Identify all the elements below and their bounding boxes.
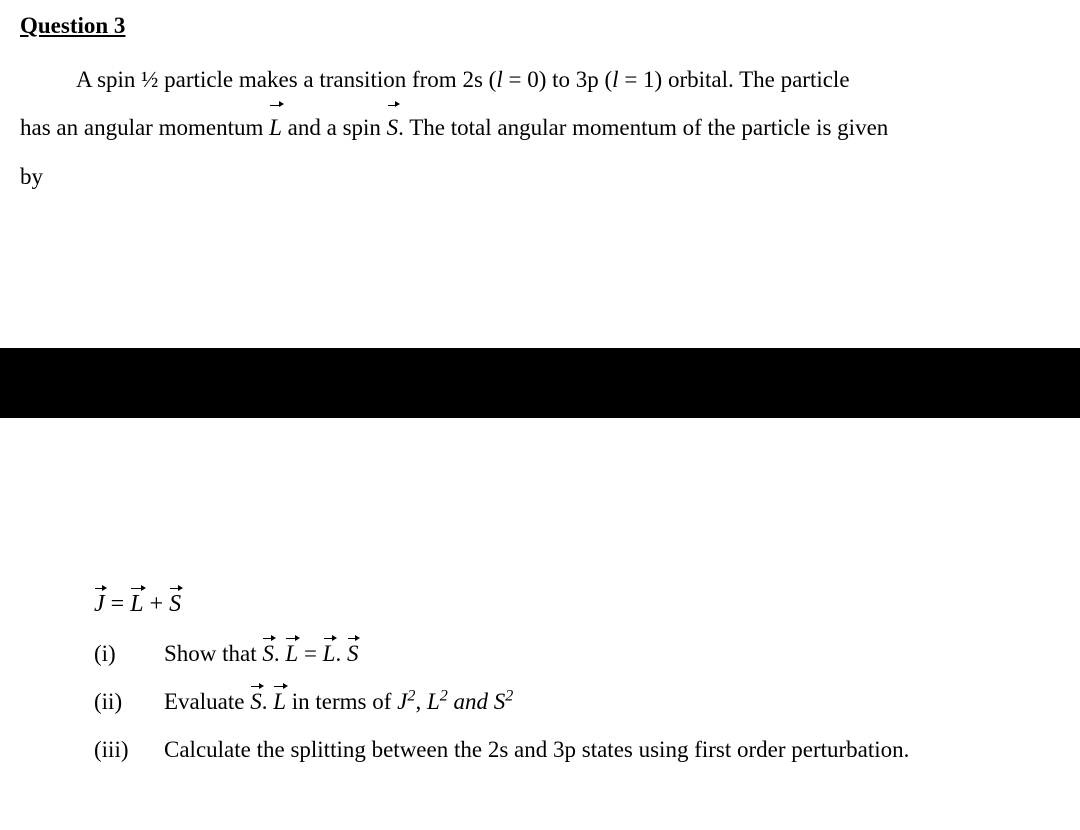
eq: = 1) orbital. The particle (619, 67, 850, 92)
s-squared: S2 (494, 689, 514, 714)
intro-text: . The total angular momentum of the part… (398, 115, 888, 140)
part-ii-text: Evaluate S. L in terms of J2, L2 and S2 (164, 686, 1060, 718)
equation-j-eq-l-plus-s: J = L + S (20, 588, 1060, 622)
vector-L: L (130, 588, 143, 622)
part-i: (i) Show that S. L = L. S (94, 638, 1060, 670)
text: Evaluate (164, 689, 250, 714)
state-2s: 2s (462, 67, 482, 92)
paren: ( (599, 67, 612, 92)
intro-text: has an angular momentum (20, 115, 269, 140)
state-3p: 3p (553, 737, 576, 762)
vector-J: J (94, 588, 105, 622)
vector-S: S (250, 686, 262, 718)
vector-S: S (262, 638, 274, 670)
vector-L: L (273, 686, 286, 718)
part-label-iii: (iii) (94, 734, 164, 766)
vector-L: L (323, 638, 336, 670)
part-ii: (ii) Evaluate S. L in terms of J2, L2 an… (94, 686, 1060, 718)
part-i-text: Show that S. L = L. S (164, 638, 1060, 670)
and-text: and (448, 689, 494, 714)
dot: . (274, 641, 280, 666)
state-2s: 2s (488, 737, 508, 762)
parts-list: (i) Show that S. L = L. S (ii) Evaluate … (20, 638, 1060, 767)
text: Calculate the splitting between the (164, 737, 488, 762)
part-iii: (iii) Calculate the splitting between th… (94, 734, 1060, 766)
intro-line-1: A spin ½ particle makes a transition fro… (20, 56, 1060, 104)
state-3p: 3p (576, 67, 599, 92)
eq-sign: = (105, 591, 131, 617)
question-heading: Question 3 (0, 0, 1080, 42)
vector-S: S (387, 104, 399, 152)
plus-sign: + (144, 591, 170, 617)
comma: , (415, 689, 427, 714)
eq: = (298, 641, 322, 666)
part-iii-text: Calculate the splitting between the 2s a… (164, 734, 1060, 766)
j-squared: J2 (397, 689, 415, 714)
vector-L: L (285, 638, 298, 670)
vector-S: S (169, 588, 181, 622)
part-label-i: (i) (94, 638, 164, 670)
text: and (508, 737, 553, 762)
paren: ( (483, 67, 496, 92)
text: in terms of (286, 689, 397, 714)
dot: . (262, 689, 268, 714)
intro-text: and a spin (282, 115, 387, 140)
redaction-bar (0, 348, 1080, 418)
dot: . (335, 641, 341, 666)
eq: = 0) to (503, 67, 576, 92)
intro-text: A spin ½ particle makes a transition fro… (76, 67, 462, 92)
text: Show that (164, 641, 262, 666)
vector-S: S (347, 638, 359, 670)
intro-line-2: has an angular momentum L and a spin S. … (20, 104, 1060, 152)
text: states using first order perturbation. (576, 737, 909, 762)
intro-paragraph: A spin ½ particle makes a transition fro… (0, 42, 1080, 201)
intro-line-3: by (20, 153, 1060, 201)
lower-block: J = L + S (i) Show that S. L = L. S (ii)… (20, 588, 1060, 766)
vector-L: L (269, 104, 282, 152)
part-label-ii: (ii) (94, 686, 164, 718)
l-squared: L2 (427, 689, 448, 714)
